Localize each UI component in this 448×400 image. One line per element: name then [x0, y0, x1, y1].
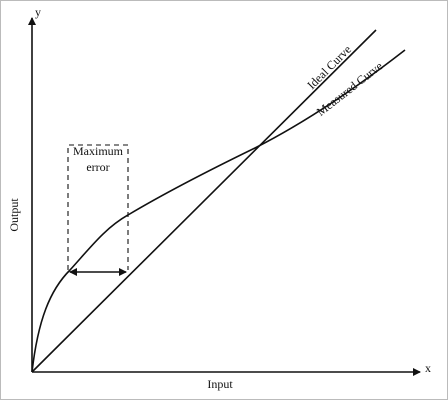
- ideal-curve: [31, 29, 377, 373]
- error-box: [67, 144, 129, 270]
- x-axis-title: Input: [207, 377, 233, 391]
- x-axis-letter: x: [425, 361, 431, 375]
- measured-curve: [31, 49, 406, 373]
- y-axis-title: Output: [7, 198, 21, 232]
- annotation-line-1: Maximum: [73, 144, 124, 158]
- y-axis-letter: y: [35, 5, 41, 19]
- annotation-line-2: error: [86, 160, 109, 174]
